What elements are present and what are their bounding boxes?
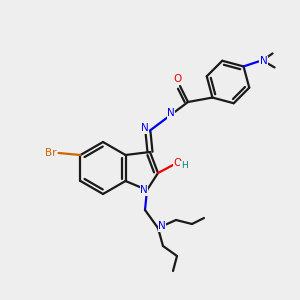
Text: N: N xyxy=(140,185,148,195)
Text: H: H xyxy=(181,161,188,170)
Text: O: O xyxy=(174,158,182,168)
Text: Br: Br xyxy=(45,148,56,158)
Text: N: N xyxy=(167,108,175,118)
Text: N: N xyxy=(141,123,149,133)
Text: O: O xyxy=(174,74,182,84)
Text: N: N xyxy=(158,221,166,231)
Text: N: N xyxy=(260,56,267,66)
